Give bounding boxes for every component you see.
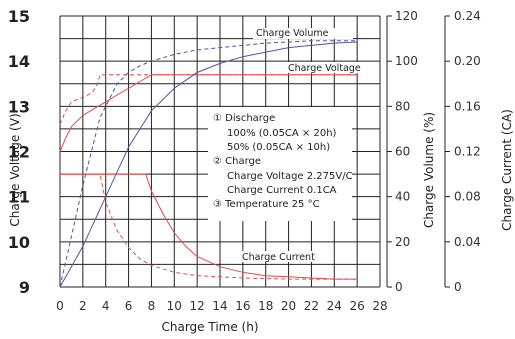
x-tick-label: 28 <box>372 299 387 313</box>
series-line-volume-dashed <box>59 40 358 288</box>
y-tick-label-volume: 60 <box>395 145 410 159</box>
y-tick-label-current: 0.20 <box>454 54 481 68</box>
y-tick-label-current: 0.04 <box>454 235 481 249</box>
y-tick-label-voltage: 15 <box>8 7 30 26</box>
y-tick-label-volume: 80 <box>395 99 410 113</box>
annotation-line: 50% (0.05CA × 10h) <box>227 142 330 153</box>
x-tick-label: 8 <box>148 299 156 313</box>
series-line-left-solid <box>59 74 358 152</box>
x-tick-label: 10 <box>167 299 182 313</box>
charge-voltage-label: Charge Voltage <box>288 63 361 74</box>
series-lines <box>59 40 358 288</box>
x-tick-label: 26 <box>350 299 365 313</box>
y-axis-label-voltage: Charge Voltage (V) <box>8 113 22 226</box>
series-line-current-dashed <box>60 173 358 280</box>
x-tick-label: 6 <box>125 299 133 313</box>
annotation-box <box>208 107 352 221</box>
annotation-text: ① Discharge 100% (0.05CA × 20h) 50% (0.0… <box>213 113 353 210</box>
series-line-left-dashed <box>59 74 358 125</box>
x-tick-label: 24 <box>327 299 342 313</box>
x-tick-label: 0 <box>56 299 64 313</box>
y-tick-label-current: 0.08 <box>454 190 481 204</box>
y-tick-label-voltage: 13 <box>8 97 30 116</box>
x-tick-label: 18 <box>258 299 273 313</box>
annotation-line: ① Discharge <box>213 113 275 124</box>
annotation-line: Charge Voltage 2.275V/C <box>227 171 353 182</box>
x-tick-label: 22 <box>304 299 319 313</box>
volume-label-bg <box>253 28 353 39</box>
y-tick-label-current: 0.12 <box>454 145 481 159</box>
voltage-label-bg <box>286 62 358 73</box>
x-tick-label: 16 <box>235 299 250 313</box>
y-tick-label-voltage: 12 <box>8 143 30 162</box>
y-tick-label-volume: 20 <box>395 235 410 249</box>
y-tick-label-voltage: 10 <box>8 233 30 252</box>
current-label-bg <box>240 251 312 262</box>
tick-labels: 0 2 4 6 8 10 12 14 16 18 20 22 24 26 28910111213141502… <box>8 7 481 313</box>
y-tick-label-current: 0.24 <box>454 9 481 23</box>
y-tick-label-volume: 120 <box>395 9 418 23</box>
y-tick-label-volume: 40 <box>395 190 410 204</box>
y-tick-label-voltage: 9 <box>19 278 30 297</box>
annotation-line: ③ Temperature 25 °C <box>213 199 320 210</box>
annotation-line: 100% (0.05CA × 20h) <box>227 128 337 139</box>
charge-current-label: Charge Current <box>242 252 315 263</box>
series-line-current-solid <box>60 173 358 280</box>
y-tick-label-voltage: 11 <box>8 188 30 207</box>
x-tick-label: 4 <box>102 299 110 313</box>
series-line-volume-solid <box>59 41 358 288</box>
y-tick-label-current: 0.16 <box>454 99 481 113</box>
x-tick-label: 2 <box>79 299 87 313</box>
x-axis-label: Charge Time (h) <box>161 320 258 334</box>
y-tick-label-current: 0 <box>454 280 462 294</box>
y-axis-label-volume: Charge Volume (%) <box>422 112 436 228</box>
x-tick-label: 20 <box>281 299 296 313</box>
annotation-line: ② Charge <box>213 156 261 167</box>
y-tick-label-volume: 0 <box>395 280 403 294</box>
annotation-line: Charge Current 0.1CA <box>227 185 337 196</box>
x-tick-label: 12 <box>190 299 205 313</box>
y-tick-label-voltage: 14 <box>8 52 30 71</box>
y-axis-label-current: Charge Current (CA) <box>500 109 514 231</box>
charge-volume-label: Charge Volume <box>256 28 329 39</box>
x-tick-label: 14 <box>212 299 227 313</box>
y-tick-label-volume: 100 <box>395 54 418 68</box>
